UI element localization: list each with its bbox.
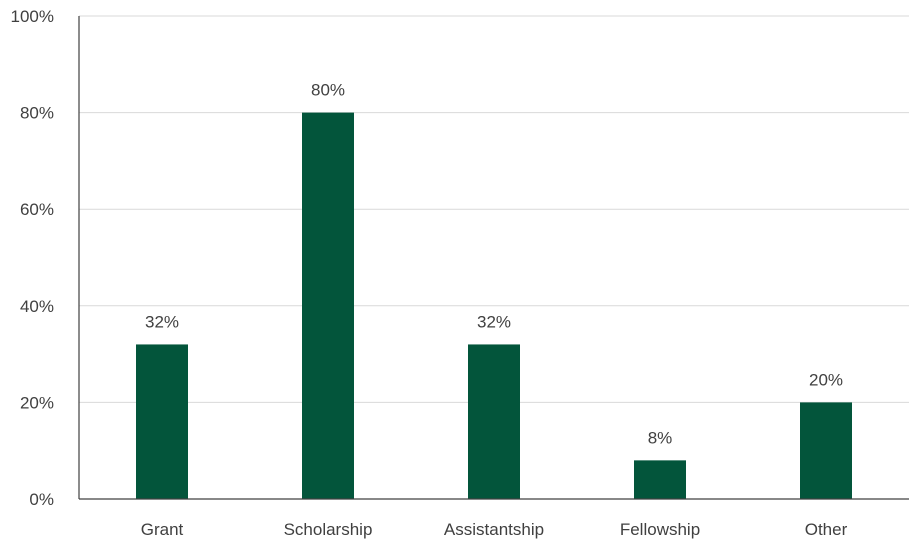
x-tick-label: Grant xyxy=(141,520,184,539)
bar xyxy=(634,460,686,499)
bar xyxy=(800,402,852,499)
x-tick-label: Scholarship xyxy=(284,520,373,539)
bar xyxy=(302,112,354,499)
bar xyxy=(468,344,520,499)
y-tick-label: 80% xyxy=(20,104,54,123)
bars xyxy=(136,112,852,499)
x-tick-label: Assistantship xyxy=(444,520,544,539)
data-label: 8% xyxy=(648,428,673,447)
data-label: 32% xyxy=(477,312,511,331)
data-label: 32% xyxy=(145,312,179,331)
y-tick-label: 40% xyxy=(20,297,54,316)
gridlines xyxy=(79,15,909,403)
data-label: 20% xyxy=(809,370,843,389)
data-labels: 32% 80% 32% 8% 20% xyxy=(145,81,843,448)
y-tick-label: 0% xyxy=(29,490,54,509)
y-axis-ticks: 0% 20% 40% 60% 80% 100% xyxy=(11,7,54,509)
y-tick-label: 100% xyxy=(11,7,54,26)
bar xyxy=(136,344,188,499)
x-tick-label: Fellowship xyxy=(620,520,700,539)
x-tick-label: Other xyxy=(805,520,848,539)
x-axis-ticks: Grant Scholarship Assistantship Fellowship O… xyxy=(141,520,848,539)
y-tick-label: 60% xyxy=(20,200,54,219)
data-label: 80% xyxy=(311,81,345,100)
y-tick-label: 20% xyxy=(20,393,54,412)
